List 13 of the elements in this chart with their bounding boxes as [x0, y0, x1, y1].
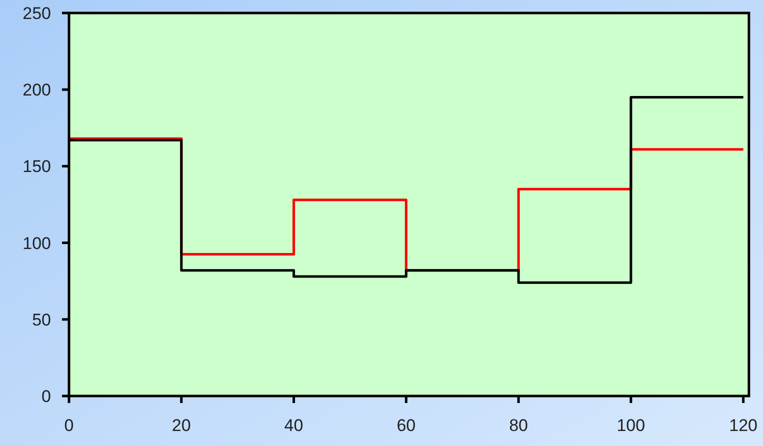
y-tick-label: 50: [32, 310, 51, 330]
y-tick-label: 200: [22, 80, 51, 100]
y-tick-label: 150: [22, 157, 51, 176]
x-tick-label: 40: [284, 416, 304, 435]
y-tick-label: 250: [22, 4, 51, 23]
x-tick-label: 120: [729, 416, 758, 435]
x-tick-label: 60: [396, 416, 416, 435]
x-tick-label: 100: [616, 416, 646, 435]
x-tick-label: 80: [509, 416, 528, 435]
y-tick-label: 100: [22, 234, 51, 253]
x-tick-label: 20: [172, 416, 191, 435]
x-tick-label: 0: [64, 416, 74, 435]
y-tick-label: 0: [42, 386, 51, 406]
